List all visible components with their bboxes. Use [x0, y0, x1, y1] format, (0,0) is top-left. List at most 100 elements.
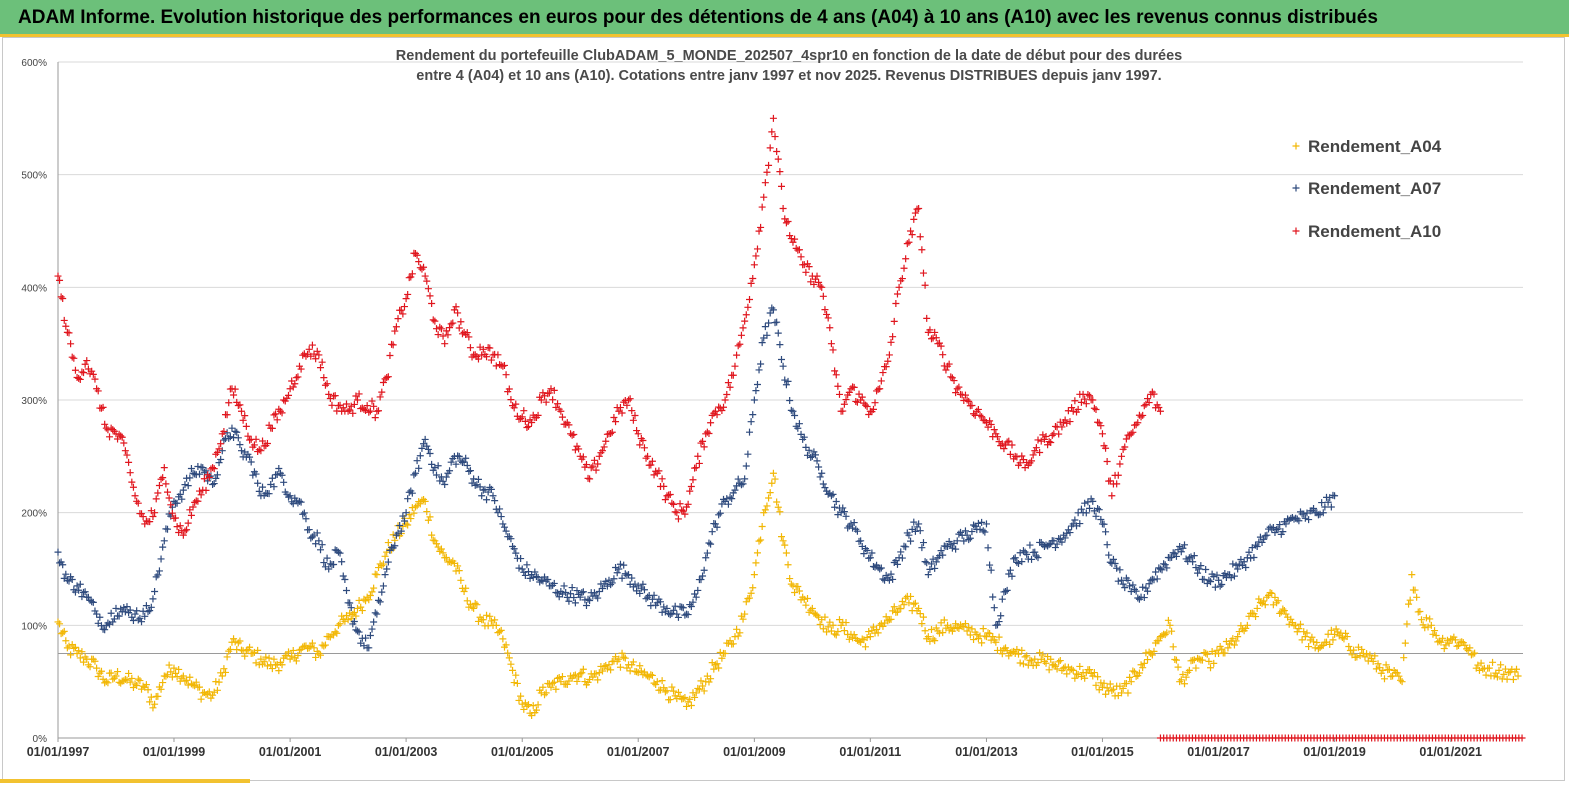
rendement-a10-point [684, 500, 692, 508]
rendement-a07-point [982, 520, 990, 528]
rendement-a10-point [978, 413, 986, 421]
rendement-a07-point [670, 606, 678, 614]
rendement-a10-point [668, 499, 676, 507]
rendement-a04-point [462, 584, 470, 592]
rendement-a04-point [555, 674, 563, 682]
rendement-a04-point [845, 635, 853, 643]
rendement-a10-point [892, 300, 900, 308]
rendement-a10-point [383, 373, 391, 381]
rendement-a10-point [616, 404, 624, 412]
rendement-a04-point [1135, 669, 1143, 677]
rendement-a04-point [739, 615, 747, 623]
rendement-a04-point [1380, 675, 1388, 683]
rendement-a10-point [502, 371, 510, 379]
rendement-a04-point [492, 621, 500, 629]
rendement-a04-point [1106, 680, 1114, 688]
rendement-a04-point [220, 665, 228, 673]
rendement-a04-point [1279, 605, 1287, 613]
rendement-a10-point [1155, 404, 1163, 411]
rendement-a10-point [1039, 431, 1047, 439]
rendement-a04-point [578, 669, 586, 677]
rendement-a04-point [931, 637, 939, 645]
rendement-a04-point [637, 667, 645, 675]
rendement-a07-point [1077, 505, 1085, 513]
rendement-a04-point [80, 658, 88, 666]
rendement-a04-point [1000, 645, 1008, 653]
rendement-a04-point [1253, 604, 1261, 612]
rendement-a10-point [478, 351, 486, 359]
rendement-a10-point [294, 373, 302, 381]
rendement-a10-point [885, 351, 893, 359]
rendement-a04-point [616, 663, 624, 671]
rendement-a07-point [928, 560, 936, 568]
rendement-a07-point [1013, 558, 1021, 566]
rendement-a07-point [857, 537, 865, 545]
rendement-a10-point [83, 357, 91, 365]
rendement-a07-point [578, 589, 586, 597]
rendement-a07-point [916, 527, 924, 535]
rendement-a10-point [394, 315, 402, 323]
rendement-a07-point [640, 586, 648, 594]
rendement-a07-point [819, 480, 827, 488]
rendement-a07-point [657, 598, 665, 606]
rendement-a04-point [674, 688, 682, 696]
rendement-a07-point [607, 581, 615, 589]
rendement-a07-point [692, 593, 700, 601]
rendement-a04-point [726, 637, 734, 645]
rendement-a07-point [663, 604, 671, 612]
rendement-a04-point [218, 672, 226, 680]
rendement-a04-point [1300, 628, 1308, 636]
rendement-a10-point [429, 316, 437, 324]
rendement-a10-point [172, 514, 180, 522]
rendement-a10-point [752, 252, 760, 260]
rendement-a04-point [365, 596, 373, 604]
rendement-a10-point [992, 430, 1000, 438]
rendement-a07-point [520, 568, 528, 576]
rendement-a10-point [819, 292, 827, 300]
rendement-a07-point [1003, 586, 1011, 594]
rendement-a04-point [653, 678, 661, 686]
rendement-a04-point [804, 594, 811, 602]
rendement-a10-point [726, 383, 734, 391]
rendement-a07-point [603, 582, 611, 590]
rendement-a07-point [802, 443, 810, 451]
rendement-a07-point [573, 587, 581, 595]
rendement-a07-point [402, 509, 410, 517]
rendement-a04-point [288, 652, 296, 660]
rendement-a04-point [558, 673, 566, 681]
rendement-a07-point [960, 537, 968, 545]
rendement-a04-point [658, 677, 666, 685]
rendement-a04-point [960, 623, 968, 631]
rendement-a07-point [1327, 503, 1335, 511]
rendement-a04-point [1298, 636, 1306, 644]
rendement-a07-point [318, 541, 326, 549]
rendement-a04-point [1385, 665, 1393, 673]
rendement-a10-point [289, 383, 297, 391]
rendement-a10-point [454, 309, 462, 317]
rendement-a04-point [1287, 615, 1295, 623]
rendement-a07-point [1129, 581, 1137, 589]
rendement-a04-point [1513, 665, 1521, 673]
x-tick-label: 01/01/1999 [143, 745, 206, 759]
rendement-a07-point [974, 519, 982, 527]
rendement-a04-point [602, 661, 610, 669]
rendement-a07-point [1282, 520, 1290, 528]
rendement-a07-point [976, 525, 984, 533]
rendement-a07-point [1235, 560, 1243, 568]
rendement-a04-point [1192, 664, 1200, 672]
rendement-a07-point [1301, 514, 1309, 522]
rendement-a07-point [615, 565, 623, 573]
rendement-a04-point [93, 664, 101, 672]
rendement-a04-point [1334, 628, 1342, 636]
rendement-a07-point [510, 545, 518, 553]
rendement-a04-point [107, 669, 115, 677]
rendement-a07-point [618, 574, 626, 582]
rendement-a10-point [903, 240, 911, 248]
rendement-a10-point [308, 341, 316, 349]
rendement-a07-point [471, 481, 479, 489]
rendement-a10-point [932, 334, 940, 342]
rendement-a07-point [426, 449, 434, 457]
rendement-a04-point [246, 643, 254, 651]
rendement-a04-point [344, 616, 352, 624]
